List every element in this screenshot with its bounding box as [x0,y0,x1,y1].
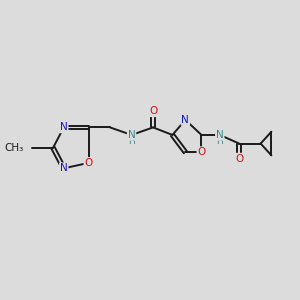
Text: N: N [216,130,224,140]
Text: N: N [60,163,68,173]
Text: N: N [128,130,135,140]
Text: N: N [60,122,68,132]
Text: O: O [149,106,157,116]
Text: O: O [84,158,93,168]
Text: H: H [128,137,135,146]
Text: O: O [235,154,243,164]
Text: CH₃: CH₃ [5,143,24,153]
Text: N: N [182,115,189,125]
Text: H: H [216,137,223,146]
Text: O: O [197,147,206,157]
